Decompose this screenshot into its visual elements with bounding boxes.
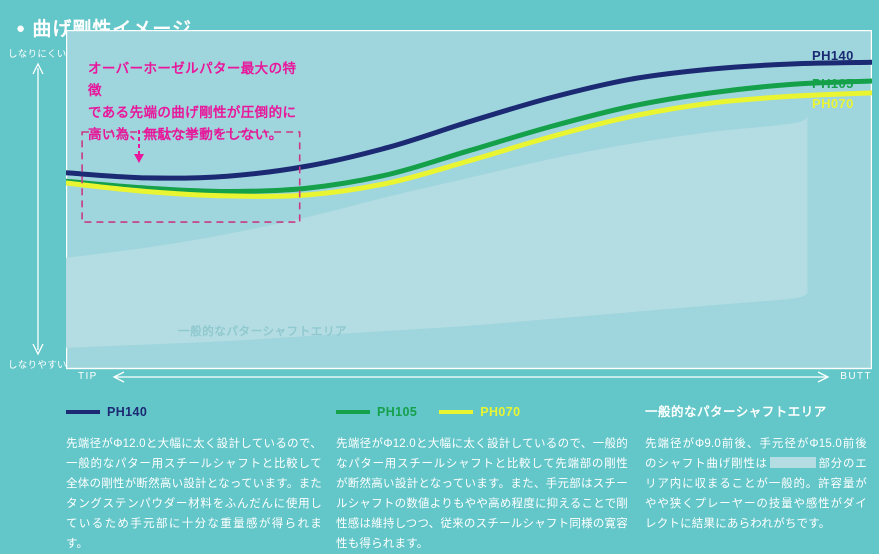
x-axis-left-label: TIP bbox=[78, 371, 98, 382]
bottom-columns: PH140 先端径がΦ12.0と大幅に太く設計しているので、一般的なパター用スチ… bbox=[0, 402, 879, 550]
chart-area: 一般的なパターシャフトエリア bbox=[66, 30, 872, 370]
x-axis: TIP BUTT bbox=[66, 368, 872, 390]
chart-svg bbox=[66, 30, 872, 370]
callout-text: オーバーホーゼルパター最大の特徴 である先端の曲げ剛性が圧倒的に 高い為、無駄な… bbox=[88, 58, 310, 146]
legend-label-ph070: PH070 bbox=[480, 405, 521, 419]
column-ph140: PH140 先端径がΦ12.0と大幅に太く設計しているので、一般的なパター用スチ… bbox=[66, 402, 322, 554]
y-axis-arrow-icon bbox=[32, 62, 44, 356]
legend-label-ph105: PH105 bbox=[377, 405, 418, 419]
series-end-label-ph070: PH070 bbox=[812, 96, 854, 111]
callout-arrow-icon bbox=[134, 130, 144, 163]
legend-label-ph140: PH140 bbox=[107, 405, 148, 419]
series-line-ph105 bbox=[66, 78, 872, 194]
legend-item-ph140: PH140 bbox=[66, 405, 147, 419]
series-end-label-ph140: PH140 bbox=[812, 48, 854, 63]
legend-row-ph140: PH140 bbox=[66, 402, 322, 422]
callout-line-3: 高い為、無駄な挙動をしない。 bbox=[88, 127, 283, 142]
legend-swatch-ph070 bbox=[439, 410, 474, 414]
legend-item-ph070: PH070 bbox=[439, 405, 520, 419]
column-ph140-body: 先端径がΦ12.0と大幅に太く設計しているので、一般的なパター用スチールシャフト… bbox=[66, 438, 322, 550]
callout-line-2: である先端の曲げ剛性が圧倒的に bbox=[88, 105, 297, 120]
series-end-label-ph105: PH105 bbox=[812, 76, 854, 91]
bending-stiffness-infographic: ● 曲げ剛性イメージ しなりにくい しなりやすい bbox=[0, 19, 879, 550]
series-line-ph070 bbox=[66, 90, 872, 199]
y-axis-bottom-label: しなりやすい bbox=[8, 360, 67, 371]
legend-row-ph105-ph070: PH105 PH070 bbox=[336, 402, 628, 422]
y-axis: しなりにくい しなりやすい bbox=[8, 46, 67, 371]
y-axis-top-label: しなりにくい bbox=[8, 49, 67, 60]
highlight-box bbox=[81, 131, 301, 223]
title-bullet-icon: ● bbox=[16, 20, 27, 37]
column-general-area: 一般的なパターシャフトエリア 先端径がΦ9.0前後、手元径がΦ15.0前後のシャ… bbox=[645, 402, 867, 534]
column-general-area-body: 先端径がΦ9.0前後、手元径がΦ15.0前後のシャフト曲げ剛性は 部分のエリア内に… bbox=[645, 434, 867, 534]
series-line-ph140 bbox=[66, 59, 872, 181]
column-ph105-ph070-body: 先端径がΦ12.0と大幅に太く設計しているので、一般的なパター用スチールシャフト… bbox=[336, 438, 628, 550]
legend-label-general-area: 一般的なパターシャフトエリア bbox=[645, 405, 827, 419]
band-label: 一般的なパターシャフトエリア bbox=[178, 326, 348, 338]
legend-item-ph105: PH105 bbox=[336, 405, 417, 419]
x-axis-arrow-icon bbox=[112, 371, 830, 383]
column-general-area-body-b: 部分のエリア内に収まることが一般的。許容量がやや狭くプレーヤーの技量や感性がダイ… bbox=[645, 458, 867, 530]
legend-swatch-ph140 bbox=[66, 410, 100, 414]
column-general-area-body-a: 先端径がΦ9.0前後、手元径がΦ15.0前後のシャフト曲げ剛性は bbox=[645, 438, 867, 470]
callout-line-1: オーバーホーゼルパター最大の特徴 bbox=[88, 61, 297, 98]
x-axis-right-label: BUTT bbox=[840, 371, 872, 382]
general-shaft-area-band bbox=[66, 116, 808, 348]
column-ph105-ph070: PH105 PH070 先端径がΦ12.0と大幅に太く設計しているので、一般的な… bbox=[336, 402, 628, 554]
inline-area-swatch bbox=[769, 457, 816, 468]
legend-swatch-ph105 bbox=[336, 410, 370, 414]
